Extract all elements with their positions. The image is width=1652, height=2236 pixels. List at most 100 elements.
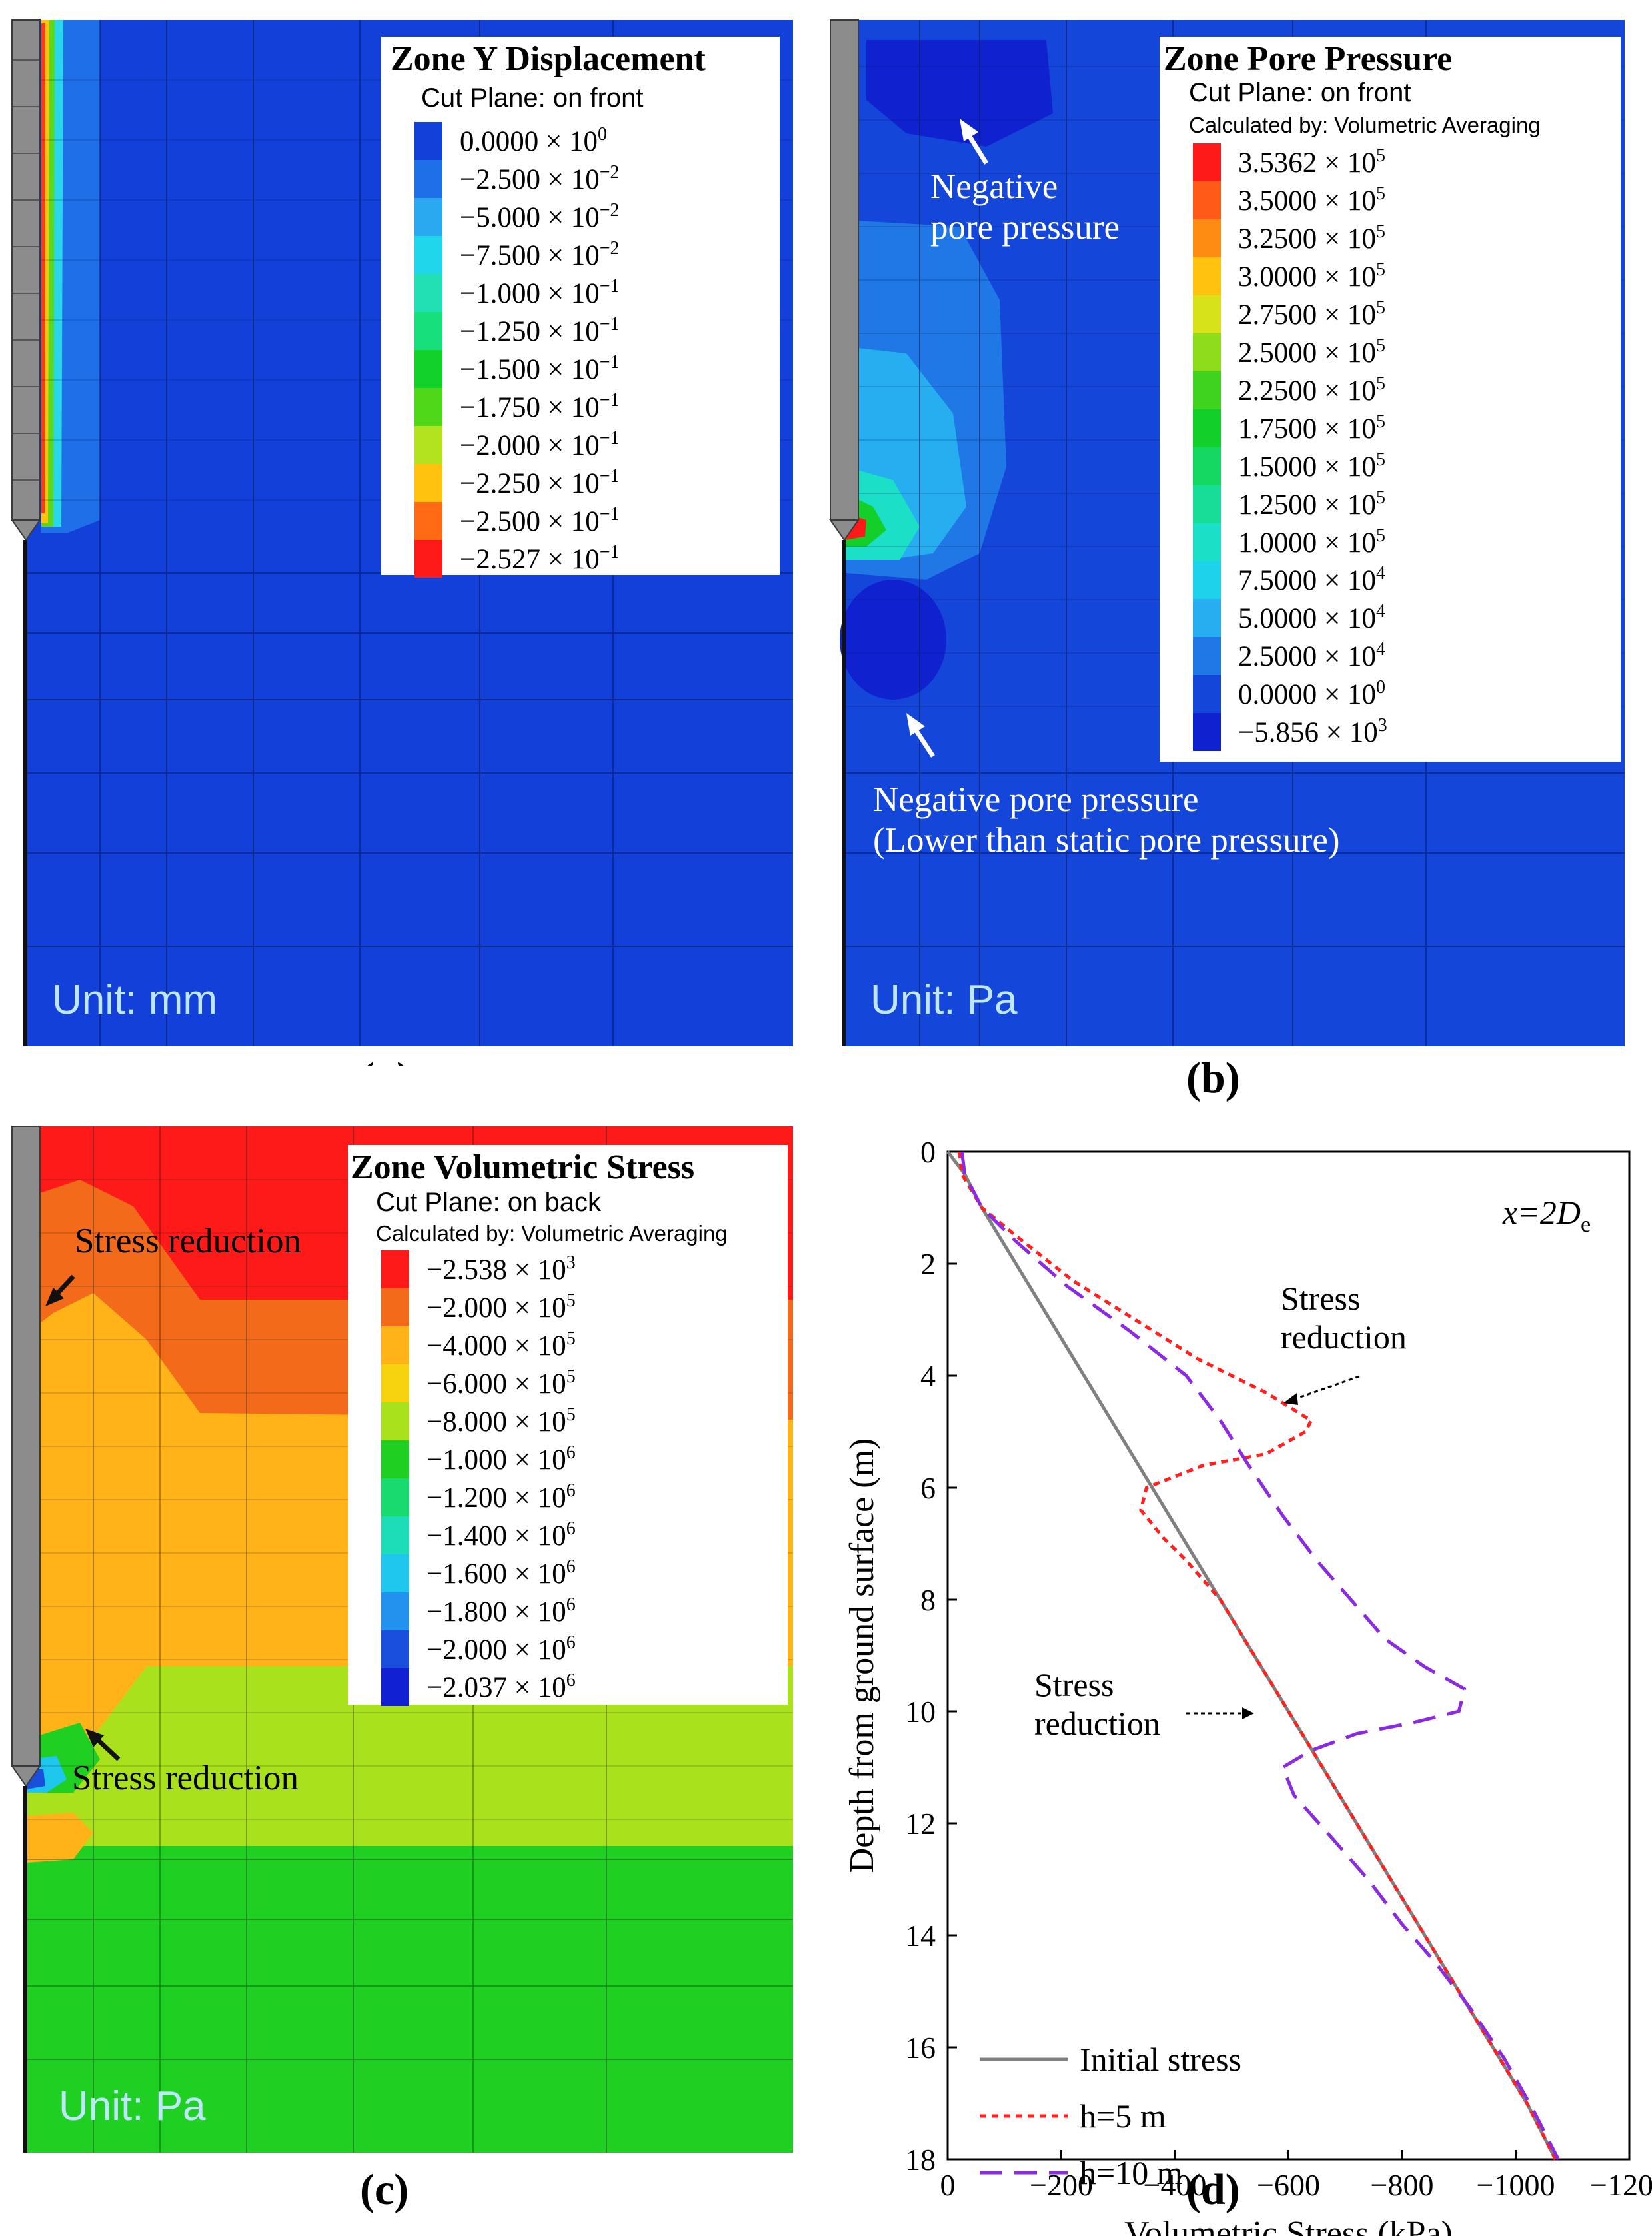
legend-row: −1.000 × 10−1	[414, 274, 620, 312]
legend-value-mantissa: 1.2500 × 10	[1238, 489, 1377, 521]
y-axis-label: Depth from ground surface (m)	[843, 1438, 881, 1873]
annotation-line-2: pore pressure	[930, 207, 1120, 247]
legend-row: −2.538 × 103	[381, 1250, 576, 1288]
legend-row: −2.000 × 10−1	[414, 426, 620, 464]
legend-value-mantissa: 1.7500 × 10	[1238, 413, 1377, 445]
y-tick-label: 4	[920, 1359, 936, 1393]
legend-color-swatch	[1193, 295, 1221, 333]
legend-color-swatch	[381, 1288, 409, 1326]
legend-value-label: −1.000 × 10−1	[460, 276, 620, 310]
inset-position-label: x=2De	[1502, 1194, 1591, 1237]
legend-label-2: h=10 m	[1080, 2154, 1183, 2191]
legend-value-exponent: 4	[1376, 601, 1386, 622]
x-tick-label: −400	[1144, 2168, 1207, 2202]
legend-value-mantissa: 2.5000 × 10	[1238, 641, 1377, 672]
legend-row: −1.500 × 10−1	[414, 350, 620, 388]
legend-value-exponent: 5	[566, 1366, 576, 1387]
legend-color-swatch	[381, 1668, 409, 1706]
legend-color-swatch	[381, 1516, 409, 1554]
legend-color-swatch	[1193, 523, 1221, 561]
legend-row: −1.400 × 106	[381, 1516, 576, 1554]
legend-color-swatch	[414, 464, 442, 502]
x-axis-label: Volumetric Stress (kPa)	[1124, 2215, 1453, 2236]
legend-row: −2.000 × 105	[381, 1288, 576, 1326]
panel-label-c: (c)	[360, 2165, 409, 2214]
legend-value-mantissa: 5.0000 × 10	[1238, 603, 1377, 634]
legend-value-exponent: 4	[1376, 639, 1386, 660]
panel-c: Zone Volumetric Stress Cut Plane: on bac…	[0, 1120, 820, 2236]
legend-color-swatch	[381, 1554, 409, 1592]
panel-b: Zone Pore Pressure Cut Plane: on front C…	[826, 0, 1652, 1126]
annotation-line-1: Stress	[1034, 1666, 1114, 1703]
annotation-line-1: Negative	[930, 167, 1058, 206]
pile-side-band-red	[41, 23, 45, 513]
legend-value-exponent: 6	[566, 1670, 576, 1691]
legend-value-mantissa: −1.200 × 10	[426, 1482, 566, 1514]
legend-value-mantissa: −2.500 × 10	[460, 164, 600, 195]
pile-tip	[11, 1765, 41, 1787]
legend-value-label: 1.7500 × 105	[1238, 411, 1385, 445]
legend-color-swatch	[1193, 257, 1221, 295]
legend-row: −2.037 × 106	[381, 1668, 576, 1706]
legend-color-swatch	[414, 160, 442, 198]
legend-value-exponent: −1	[599, 276, 620, 297]
legend-value-label: −2.037 × 106	[426, 1670, 576, 1704]
legend-value-label: −1.600 × 106	[426, 1556, 576, 1590]
panel-label-a: (a)	[360, 1053, 411, 1066]
legend-row: 2.2500 × 105	[1193, 371, 1385, 409]
legend-row: 2.5000 × 105	[1193, 333, 1385, 371]
cut-plane-label: Cut Plane: on back	[376, 1188, 601, 1217]
pile-segments	[12, 59, 40, 481]
legend-value-label: 3.2500 × 105	[1238, 221, 1385, 255]
volumetric-stress-depth-chart: 0−200−400−600−800−1000−12000246810121416…	[843, 1135, 1652, 2236]
legend-value-label: −1.250 × 10−1	[460, 314, 620, 348]
panel-d: 0−200−400−600−800−1000−12000246810121416…	[826, 1120, 1652, 2236]
legend-value-exponent: −1	[599, 390, 620, 411]
legend-value-exponent: 6	[566, 1442, 576, 1463]
legend-color-swatch	[381, 1250, 409, 1288]
legend-row: 7.5000 × 104	[1193, 561, 1385, 599]
legend-color-swatch	[381, 1478, 409, 1516]
legend-label-0: Initial stress	[1080, 2041, 1241, 2078]
cut-plane-label: Cut Plane: on front	[1189, 78, 1411, 107]
annotation-arrow-upper	[1292, 1375, 1360, 1401]
legend-value-mantissa: 7.5000 × 10	[1238, 565, 1377, 596]
x-tick-label: 0	[940, 2168, 956, 2202]
legend-value-mantissa: −2.527 × 10	[460, 544, 600, 575]
annotation-stress-reduction-lower: Stress reduction	[1034, 1666, 1160, 1743]
y-tick-label: 6	[920, 1471, 936, 1505]
legend-value-mantissa: 2.5000 × 10	[1238, 337, 1377, 369]
legend-value-mantissa: −2.037 × 10	[426, 1672, 566, 1703]
annotation-line-2: reduction	[1034, 1704, 1160, 1742]
legend-value-label: 3.0000 × 105	[1238, 259, 1385, 293]
annotation-line-2: (Lower than static pore pressure)	[873, 820, 1340, 860]
annotation-line-2: reduction	[1281, 1318, 1407, 1356]
legend-value-label: 1.2500 × 105	[1238, 487, 1385, 521]
unit-label: Unit: Pa	[870, 977, 1018, 1023]
legend-value-mantissa: 3.5000 × 10	[1238, 185, 1377, 217]
inset-label-main: x=2D	[1502, 1194, 1581, 1231]
legend-value-mantissa: −2.000 × 10	[426, 1634, 566, 1666]
legend-row: 2.5000 × 104	[1193, 637, 1385, 675]
legend-value-label: −7.500 × 10−2	[460, 238, 620, 272]
legend-color-swatch	[1193, 637, 1221, 675]
legend-row: 3.2500 × 105	[1193, 219, 1385, 257]
arrow-stress-reduction-lower	[85, 1729, 121, 1761]
legend-color-swatch	[414, 312, 442, 350]
legend-value-label: −2.500 × 10−1	[460, 504, 620, 538]
legend-row: 0.0000 × 100	[414, 122, 607, 160]
panel-label-b: (b)	[1186, 1054, 1240, 1102]
legend-value-exponent: −1	[599, 428, 620, 449]
legend-row: 0.0000 × 100	[1193, 675, 1385, 713]
legend-color-swatch	[381, 1630, 409, 1668]
legend-value-exponent: 5	[1376, 297, 1386, 318]
legend-value-exponent: 5	[1376, 145, 1386, 166]
legend-value-mantissa: −5.856 × 10	[1238, 717, 1378, 748]
legend-value-mantissa: 3.5362 × 10	[1238, 147, 1377, 179]
legend-value-label: −5.856 × 103	[1238, 715, 1387, 749]
legend-value-label: −2.538 × 103	[426, 1252, 576, 1286]
annotation-stress-reduction-upper: Stress reduction	[75, 1222, 302, 1260]
series-line-2	[960, 1151, 1560, 2161]
legend-value-mantissa: 3.0000 × 10	[1238, 261, 1377, 293]
legend-color-swatch	[414, 198, 442, 236]
